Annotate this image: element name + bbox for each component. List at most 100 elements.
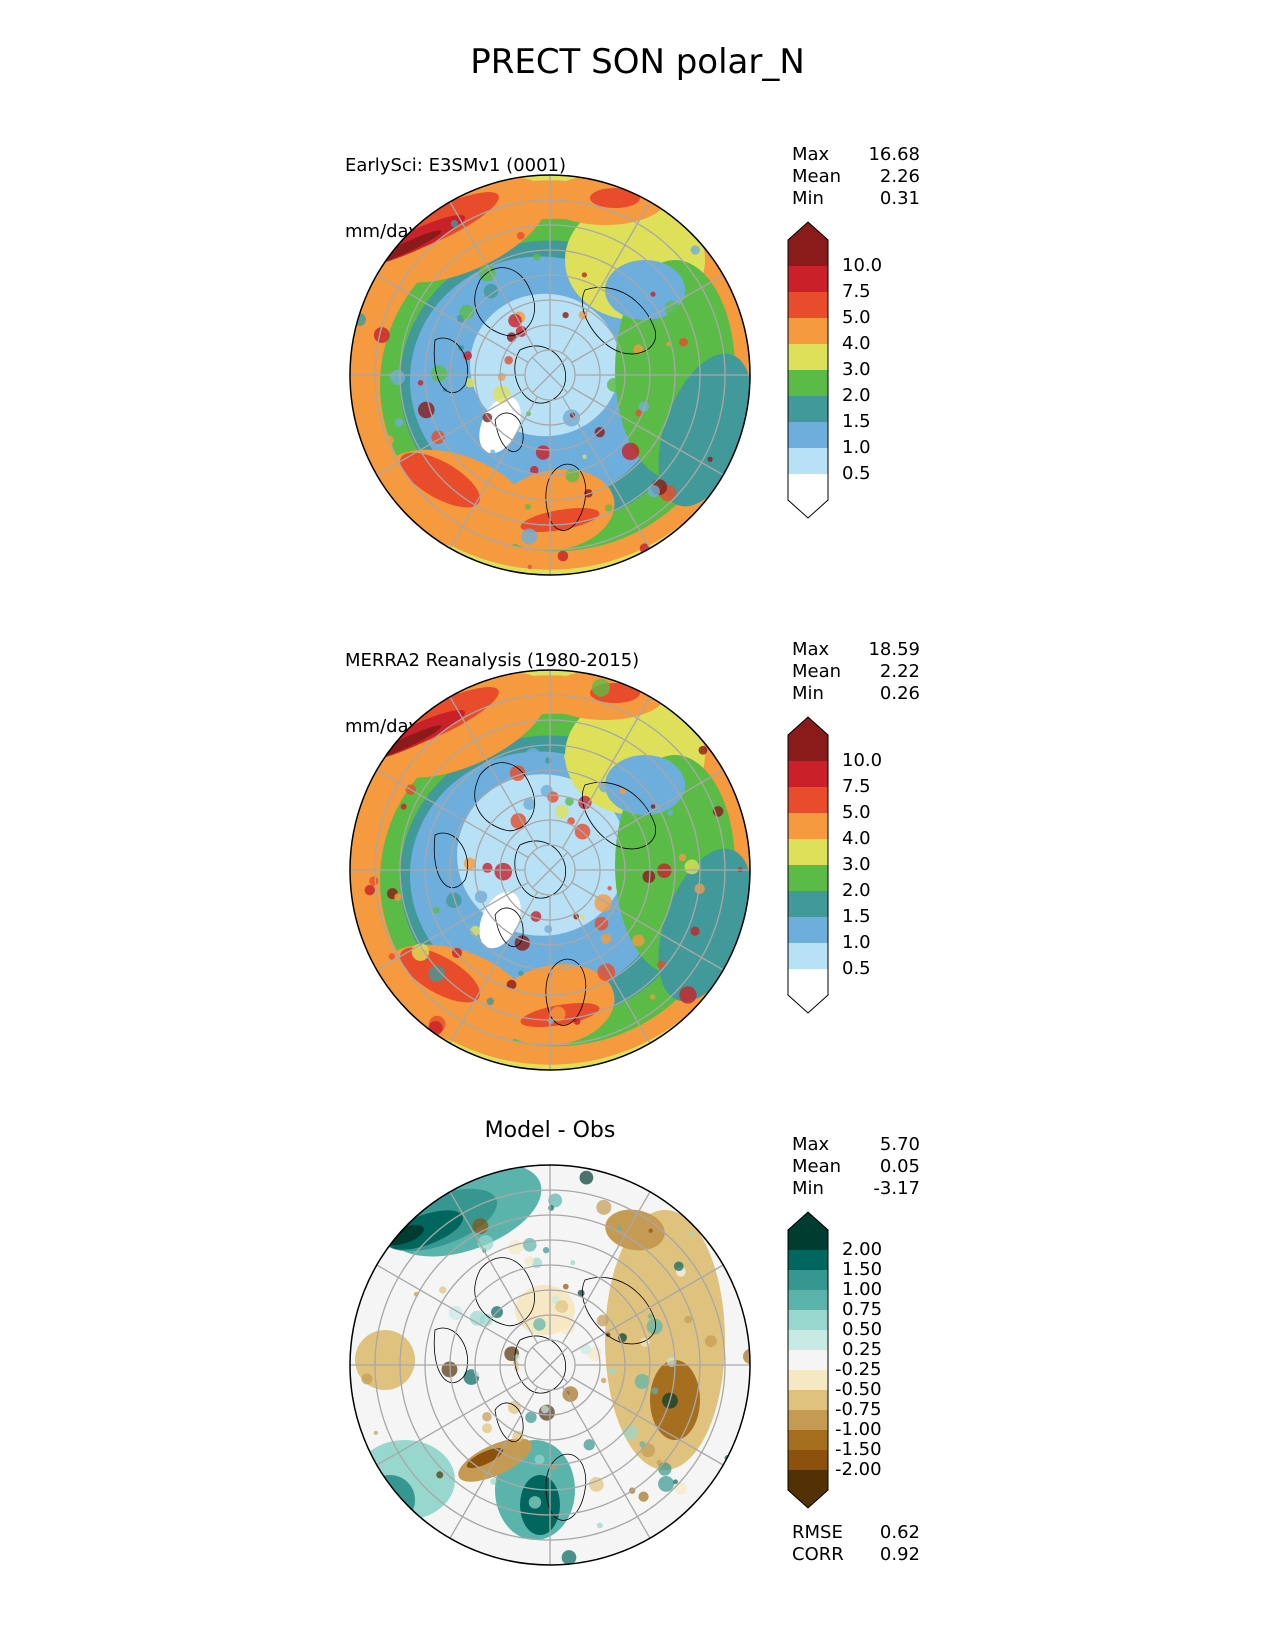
difference-panel-title: Model - Obs bbox=[484, 1118, 616, 1143]
colorbar-tick-label: 10.0 bbox=[842, 750, 883, 771]
test-panel-name: EarlySci: E3SMv1 (0001) bbox=[345, 155, 567, 176]
colorbar-swatch bbox=[788, 865, 828, 891]
colorbar-tick-label: 2.00 bbox=[842, 1239, 883, 1260]
colorbar-tick-label: 3.0 bbox=[842, 359, 871, 380]
test-colorbar bbox=[787, 221, 829, 519]
reference-panel-name: MERRA2 Reanalysis (1980-2015) bbox=[345, 650, 640, 671]
metric-corr: CORR 0.92 bbox=[792, 1544, 920, 1565]
colorbar-tick-label: 5.0 bbox=[842, 307, 871, 328]
stat-mean: Mean 2.22 bbox=[792, 661, 920, 682]
colorbar-swatch bbox=[788, 1330, 828, 1350]
test-panel-units: mm/day bbox=[345, 221, 420, 242]
test-stats: Max 16.68 Mean 2.26 Min 0.31 bbox=[792, 144, 920, 210]
colorbar-swatch bbox=[788, 1290, 828, 1310]
map-boundary bbox=[349, 174, 751, 576]
colorbar-tick-label: -2.00 bbox=[835, 1459, 882, 1480]
difference-colorbar bbox=[787, 1211, 829, 1509]
colorbar-swatch bbox=[788, 318, 828, 344]
stat-mean: Mean 2.26 bbox=[792, 166, 920, 187]
reference-panel-title: MERRA2 Reanalysis (1980-2015) mm/day bbox=[345, 606, 639, 782]
reference-panel: MERRA2 Reanalysis (1980-2015) mm/day Max… bbox=[0, 600, 1275, 1090]
colorbar-swatch bbox=[788, 370, 828, 396]
stat-mean: Mean 0.05 bbox=[792, 1156, 920, 1177]
colorbar-swatch bbox=[788, 1450, 828, 1470]
error-metrics: RMSE 0.62 CORR 0.92 bbox=[792, 1522, 920, 1566]
colorbar-swatch bbox=[788, 1270, 828, 1290]
colorbar-tick-label: -0.25 bbox=[835, 1359, 882, 1380]
colorbar-tick-label: 0.5 bbox=[842, 958, 871, 979]
colorbar-tick-label: 7.5 bbox=[842, 776, 871, 797]
stat-max: Max 18.59 bbox=[792, 639, 920, 660]
colorbar-swatch bbox=[788, 422, 828, 448]
colorbar-swatch bbox=[788, 917, 828, 943]
colorbar-tick-label: 1.0 bbox=[842, 932, 871, 953]
colorbar-swatch bbox=[788, 1212, 828, 1250]
colorbar-swatch bbox=[788, 1310, 828, 1330]
colorbar-tick-label: -0.75 bbox=[835, 1399, 882, 1420]
colorbar-swatch bbox=[788, 1430, 828, 1450]
colorbar-outline bbox=[787, 716, 829, 1014]
test-panel-title: EarlySci: E3SMv1 (0001) mm/day bbox=[345, 111, 566, 287]
colorbar-swatch bbox=[788, 448, 828, 474]
metric-rmse: RMSE 0.62 bbox=[792, 1522, 920, 1543]
colorbar-tick-label: 0.5 bbox=[842, 463, 871, 484]
colorbar-tick-label: 1.50 bbox=[842, 1259, 883, 1280]
stat-max: Max 16.68 bbox=[792, 144, 920, 165]
graticule bbox=[350, 1165, 750, 1565]
colorbar-tick-label: 0.25 bbox=[842, 1339, 883, 1360]
colorbar-swatch bbox=[788, 1370, 828, 1390]
colorbar-tick-label: 4.0 bbox=[842, 333, 871, 354]
reference-polar-map bbox=[349, 669, 751, 1071]
colorbar-tick-label: -0.50 bbox=[835, 1379, 882, 1400]
difference-panel: Model - Obs Max 5.70 Mean 0.05 Min -3.17 2.… bbox=[0, 1095, 1275, 1585]
colorbar-swatch bbox=[788, 1470, 828, 1508]
colorbar-outline bbox=[787, 1211, 829, 1509]
colorbar-tick-label: 7.5 bbox=[842, 281, 871, 302]
colorbar-swatch bbox=[788, 787, 828, 813]
colorbar-swatch bbox=[788, 1350, 828, 1370]
data-field bbox=[350, 670, 750, 1070]
colorbar-tick-label: -1.00 bbox=[835, 1419, 882, 1440]
colorbar-tick-label: 1.5 bbox=[842, 411, 871, 432]
colorbar-swatch bbox=[788, 396, 828, 422]
colorbar-tick-label: 5.0 bbox=[842, 802, 871, 823]
colorbar-tick-label: 1.5 bbox=[842, 906, 871, 927]
colorbar-tick-label: 1.0 bbox=[842, 437, 871, 458]
colorbar-tick-label: 10.0 bbox=[842, 255, 883, 276]
colorbar-swatch bbox=[788, 1410, 828, 1430]
colorbar-swatch bbox=[788, 839, 828, 865]
colorbar-swatch bbox=[788, 222, 828, 266]
colorbar-swatch bbox=[788, 344, 828, 370]
colorbar-swatch bbox=[788, 891, 828, 917]
colorbar-swatch bbox=[788, 717, 828, 761]
colorbar-outline bbox=[787, 221, 829, 519]
graticule bbox=[350, 175, 750, 575]
difference-stats: Max 5.70 Mean 0.05 Min -3.17 bbox=[792, 1134, 920, 1200]
figure-title: PRECT SON polar_N bbox=[470, 42, 805, 82]
stat-min: Min 0.31 bbox=[792, 188, 920, 209]
colorbar-tick-label: 0.50 bbox=[842, 1319, 883, 1340]
colorbar-swatch bbox=[788, 813, 828, 839]
map-boundary bbox=[349, 1164, 751, 1566]
test-polar-map bbox=[349, 174, 751, 576]
colorbar-tick-label: 2.0 bbox=[842, 880, 871, 901]
colorbar-tick-label: 4.0 bbox=[842, 828, 871, 849]
colorbar-swatch bbox=[788, 266, 828, 292]
colorbar-tick-label: 2.0 bbox=[842, 385, 871, 406]
reference-colorbar bbox=[787, 716, 829, 1014]
reference-panel-units: mm/day bbox=[345, 716, 420, 737]
reference-stats: Max 18.59 Mean 2.22 Min 0.26 bbox=[792, 639, 920, 705]
colorbar-tick-label: 3.0 bbox=[842, 854, 871, 875]
colorbar-swatch bbox=[788, 474, 828, 518]
colorbar-swatch bbox=[788, 761, 828, 787]
stat-min: Min 0.26 bbox=[792, 683, 920, 704]
colorbar-tick-label: 0.75 bbox=[842, 1299, 883, 1320]
difference-polar-map bbox=[349, 1164, 751, 1566]
colorbar-swatch bbox=[788, 292, 828, 318]
colorbar-swatch bbox=[788, 943, 828, 969]
map-boundary bbox=[349, 669, 751, 1071]
stat-min: Min -3.17 bbox=[792, 1178, 920, 1199]
colorbar-swatch bbox=[788, 969, 828, 1013]
graticule bbox=[350, 670, 750, 1070]
stat-max: Max 5.70 bbox=[792, 1134, 920, 1155]
